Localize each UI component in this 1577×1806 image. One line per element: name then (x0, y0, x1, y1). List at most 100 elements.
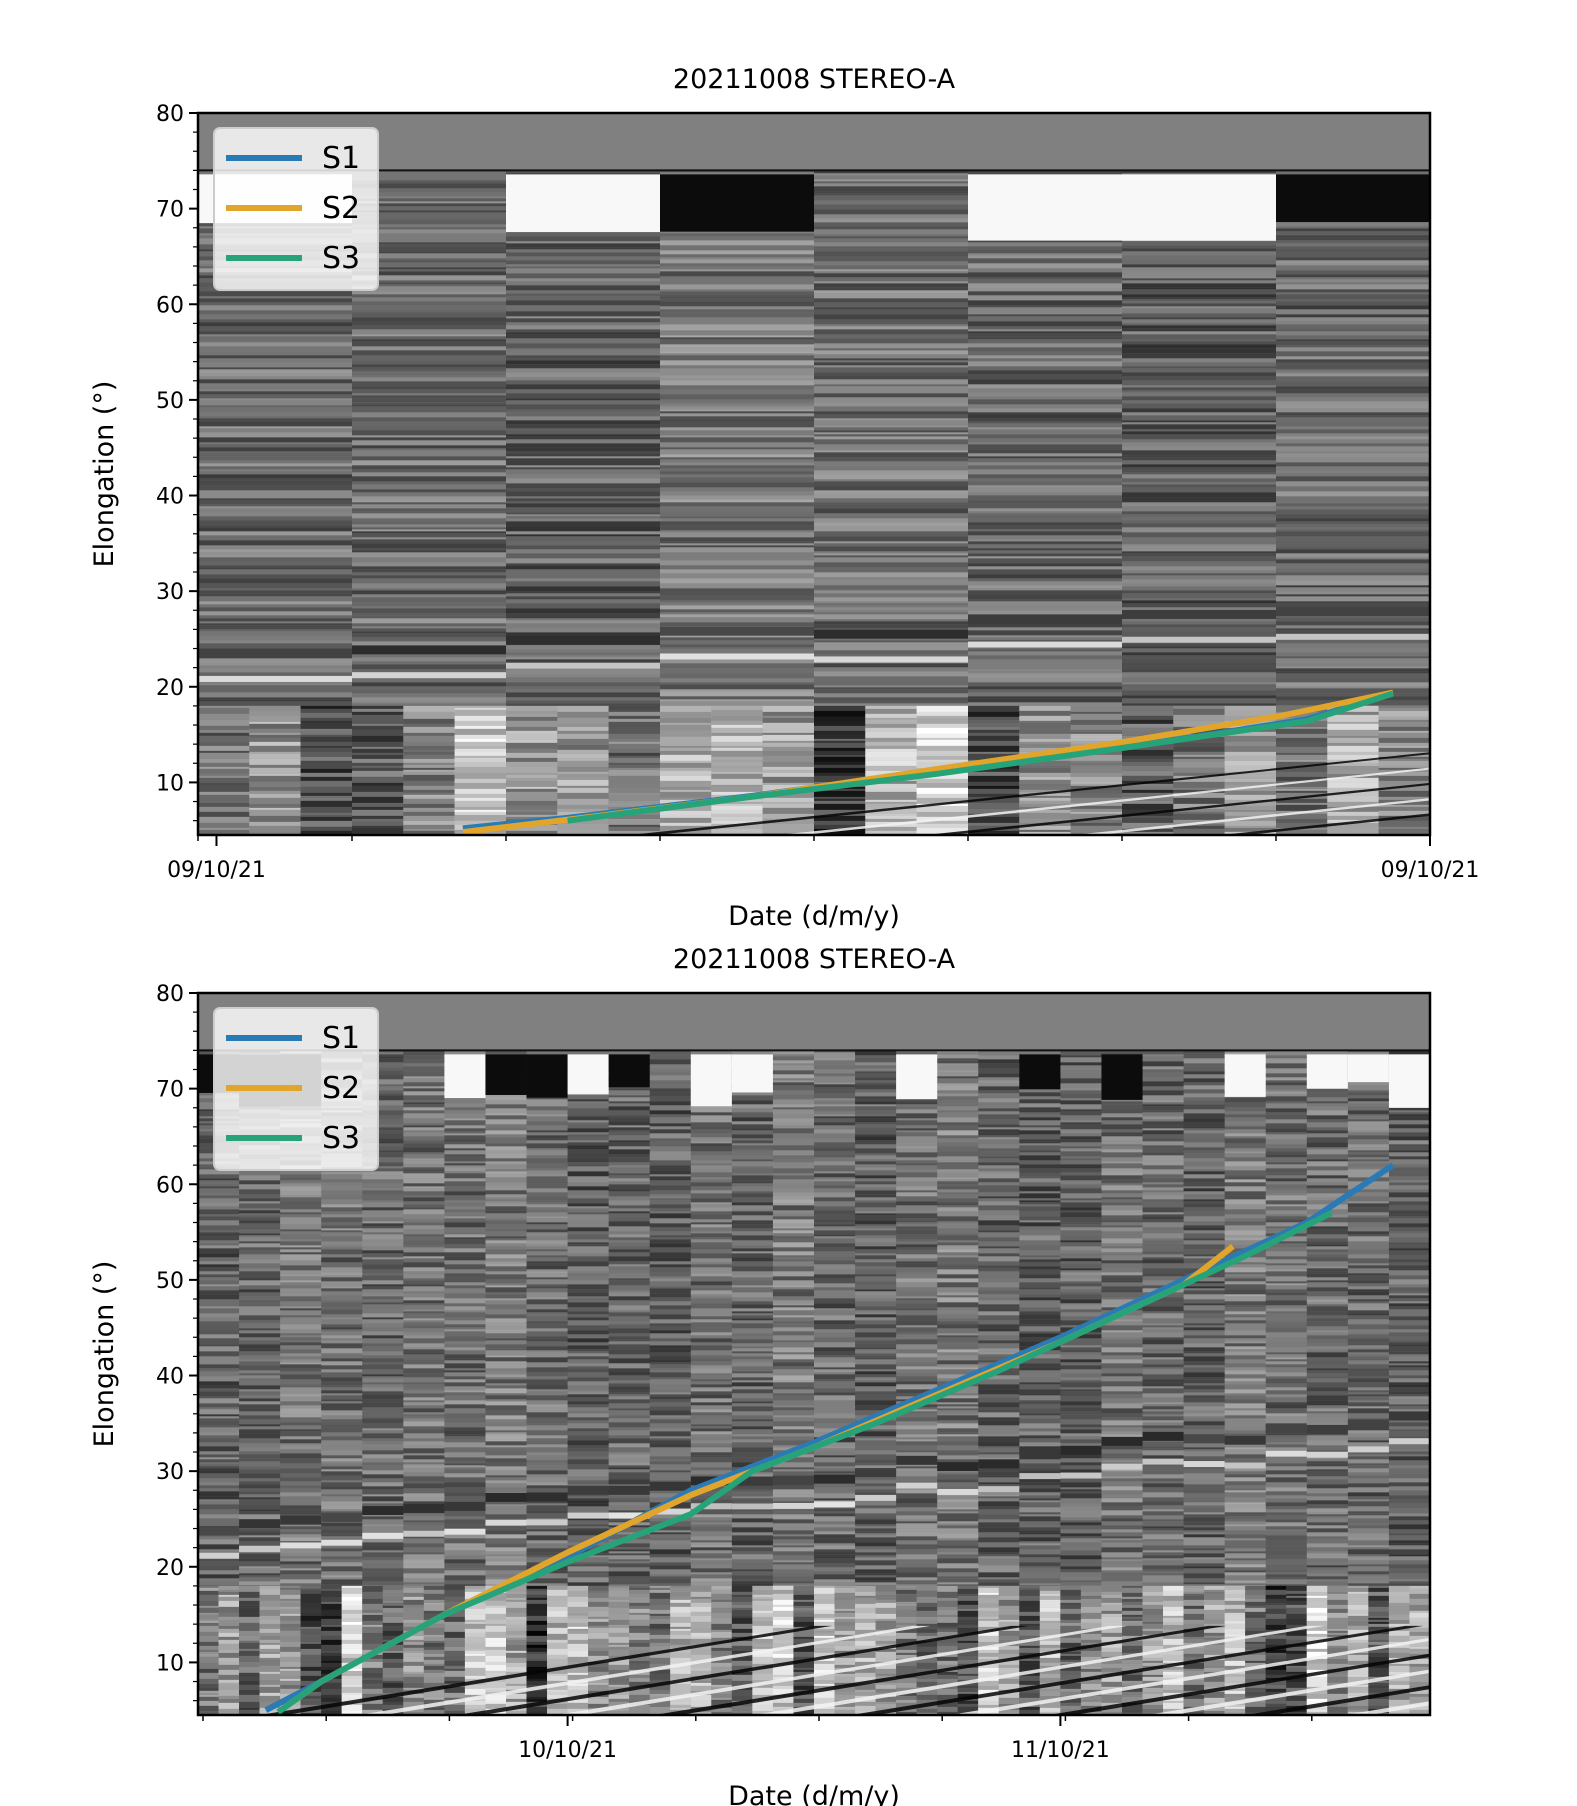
jmap-block (485, 1054, 528, 1095)
jmap-streak (1122, 287, 1277, 290)
jmap-streak (660, 640, 815, 645)
jmap-streak (814, 1177, 856, 1180)
jmap-streak (968, 525, 1123, 530)
jmap-streak (690, 1108, 733, 1113)
jmap-streak (526, 1535, 569, 1541)
jmap-streak (567, 1557, 610, 1561)
jmap-streak (1276, 364, 1430, 370)
jmap-streak (198, 1539, 240, 1545)
jmap-streak (968, 255, 1123, 259)
jmap-streak (403, 1252, 445, 1257)
jmap-streak (772, 1530, 815, 1535)
jmap-streak (1378, 828, 1430, 835)
jmap-band (444, 1501, 487, 1511)
jmap-streak (485, 1405, 528, 1411)
jmap-streak (608, 1213, 651, 1218)
jmap-streak (280, 1345, 322, 1350)
jmap-streak (444, 1200, 487, 1203)
jmap-streak (198, 1359, 240, 1365)
jmap-streak (814, 1508, 856, 1512)
jmap-streak (198, 1340, 240, 1345)
jmap-streak (855, 1068, 897, 1072)
jmap-streak (444, 1363, 487, 1369)
jmap-streak (968, 379, 1123, 385)
jmap-streak (485, 1538, 528, 1544)
jmap-streak (352, 371, 507, 376)
jmap-streak (526, 1050, 569, 1056)
jmap-streak (506, 791, 558, 796)
jmap-streak (608, 1321, 651, 1325)
jmap-streak (403, 1335, 445, 1339)
jmap-streak (772, 1583, 815, 1586)
jmap-streak (1122, 506, 1277, 512)
jmap-streak (814, 772, 866, 776)
jmap-streak (814, 1293, 856, 1299)
jmap-streak (814, 1462, 856, 1467)
jmap-streak (731, 1510, 774, 1515)
jmap-streak (690, 1119, 733, 1123)
jmap-streak (1224, 809, 1277, 812)
jmap-streak (444, 1467, 487, 1470)
jmap-streak (1019, 829, 1072, 832)
jmap-streak (249, 831, 302, 835)
jmap-streak (772, 1118, 815, 1123)
jmap-streak (1122, 719, 1174, 724)
jmap-streak (649, 1352, 692, 1355)
jmap-streak (280, 1362, 322, 1365)
jmap-streak (711, 724, 764, 728)
jmap-streak (608, 1264, 651, 1267)
jmap-streak (814, 314, 969, 320)
jmap-streak (321, 1302, 363, 1308)
jmap-streak (731, 1359, 774, 1363)
jmap-streak (814, 572, 969, 578)
jmap-streak (506, 655, 661, 658)
jmap-streak (506, 774, 558, 778)
jmap-streak (660, 491, 815, 496)
jmap-streak (444, 1575, 487, 1581)
jmap-streak (300, 792, 353, 796)
jmap-streak (855, 1178, 897, 1182)
jmap-streak (660, 825, 712, 830)
jmap-streak (1276, 170, 1430, 175)
jmap-streak (660, 365, 815, 369)
jmap-streak (1122, 429, 1277, 432)
jmap-streak (239, 1395, 281, 1399)
jmap-streak (1276, 289, 1430, 293)
jmap-streak (403, 1201, 445, 1205)
jmap-streak (762, 776, 815, 783)
jmap-streak (814, 667, 969, 672)
jmap-streak (1122, 267, 1277, 271)
jmap-streak (855, 1055, 897, 1058)
jmap-band (526, 1519, 569, 1526)
jmap-streak (403, 754, 456, 759)
jmap-streak (855, 1347, 897, 1350)
jmap-streak (608, 1358, 651, 1364)
jmap-streak (403, 820, 456, 825)
jmap-streak (198, 1414, 240, 1417)
jmap-streak (711, 828, 764, 833)
jmap-streak (660, 691, 815, 697)
jmap-streak (352, 402, 507, 405)
jmap-streak (198, 806, 250, 812)
jmap-streak (485, 1224, 528, 1230)
jmap-streak (444, 1227, 487, 1233)
jmap-streak (198, 451, 353, 454)
jmap-streak (649, 1583, 692, 1589)
jmap-streak (772, 1179, 815, 1184)
jmap-streak (526, 1441, 569, 1445)
jmap-streak (865, 783, 918, 789)
jmap-streak (896, 1109, 938, 1114)
jmap-streak (937, 1085, 979, 1091)
jmap-streak (772, 1317, 815, 1322)
jmap-streak (403, 1267, 445, 1272)
jmap-streak (608, 709, 661, 712)
jmap-streak (814, 1230, 856, 1235)
jmap-streak (896, 1511, 938, 1516)
jmap-streak (649, 1489, 692, 1494)
jmap-streak (660, 298, 815, 302)
jmap-streak (362, 1253, 404, 1258)
jmap-streak (352, 284, 507, 287)
jmap-streak (855, 1537, 897, 1543)
jmap-streak (352, 657, 507, 662)
jmap-streak (649, 1286, 692, 1289)
